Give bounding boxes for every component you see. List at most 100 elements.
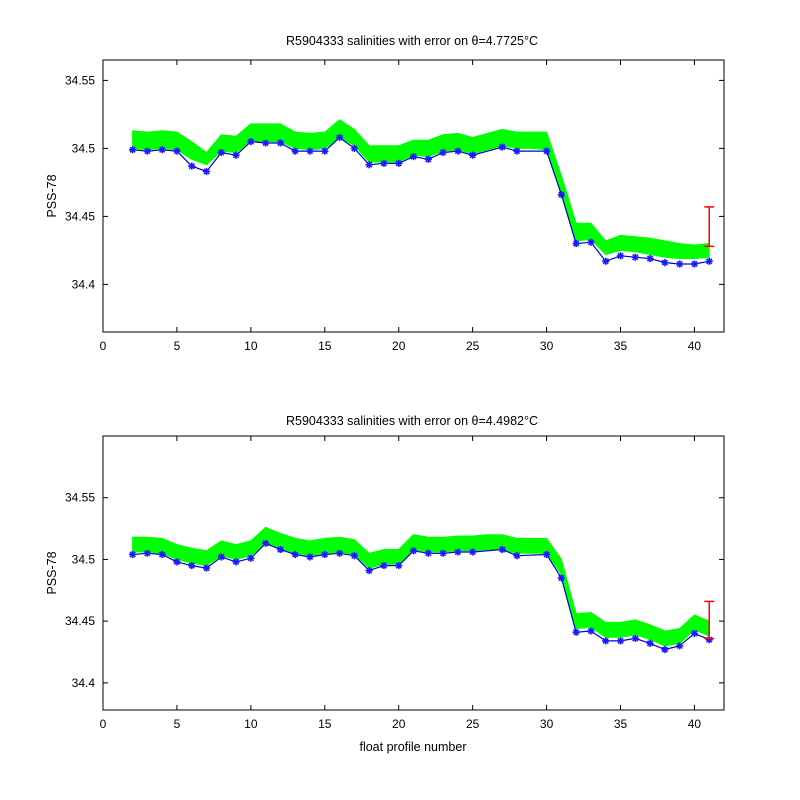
bottom-chart-salinity-point bbox=[572, 628, 580, 636]
top-chart-salinity-point bbox=[173, 147, 181, 155]
bottom-chart-x-tick-label: 5 bbox=[174, 717, 181, 731]
top-chart-salinity-point bbox=[380, 159, 388, 167]
bottom-chart-salinity-point bbox=[350, 552, 358, 560]
top-chart-salinity-point bbox=[587, 238, 595, 246]
top-chart-error-bar bbox=[704, 206, 715, 248]
bottom-chart-title: R5904333 salinities with error on θ=4.49… bbox=[286, 414, 538, 428]
top-chart-salinity-point bbox=[661, 259, 669, 267]
top-chart-salinity-point bbox=[321, 147, 329, 155]
top-chart-salinity-point bbox=[498, 143, 506, 151]
top-chart-y-tick-label: 34.45 bbox=[65, 209, 95, 223]
top-chart-salinity-point bbox=[676, 260, 684, 268]
bottom-chart-x-tick-label: 20 bbox=[392, 717, 406, 731]
top-chart-salinity-point bbox=[542, 147, 551, 155]
bottom-chart-salinity-point bbox=[335, 549, 344, 557]
bottom-chart-salinity-point bbox=[646, 639, 654, 647]
top-chart-salinity-point bbox=[335, 133, 344, 142]
bottom-chart-y-tick-label: 34.45 bbox=[65, 614, 95, 628]
bottom-chart-error-bar bbox=[704, 600, 715, 640]
bottom-chart-x-axis-label: float profile number bbox=[359, 740, 466, 754]
bottom-chart-y-tick-label: 34.55 bbox=[65, 491, 95, 505]
bottom-chart-salinity-point bbox=[128, 550, 137, 559]
bottom-chart-salinity-point bbox=[173, 558, 181, 566]
bottom-chart-salinity-point bbox=[439, 549, 447, 557]
bottom-chart-axes-box bbox=[102, 435, 725, 711]
bottom-chart-salinity-point bbox=[262, 539, 270, 547]
bottom-chart-salinity-point bbox=[424, 549, 432, 557]
top-chart-y-tick-label: 34.55 bbox=[65, 73, 95, 87]
bottom-chart-x-tick-label: 0 bbox=[100, 717, 107, 731]
bottom-chart-salinity-point bbox=[587, 627, 595, 635]
bottom-chart-salinity-point bbox=[217, 553, 225, 561]
top-chart-salinity-point bbox=[557, 191, 565, 199]
top-chart-salinity-point bbox=[424, 155, 432, 163]
top-chart-salinity-point bbox=[646, 254, 654, 263]
top-chart-salinity-point bbox=[469, 151, 477, 159]
top-chart-salinity-point bbox=[439, 148, 447, 157]
top-chart-salinity-point bbox=[188, 162, 196, 170]
bottom-chart-salinity-point bbox=[631, 634, 639, 643]
bottom-chart-salinity-point bbox=[602, 637, 610, 645]
top-chart-y-tick-label: 34.4 bbox=[72, 277, 96, 291]
top-chart-salinity-point bbox=[513, 147, 521, 155]
bottom-chart-salinity-point bbox=[202, 564, 211, 572]
bottom-chart-x-tick-label: 40 bbox=[688, 717, 702, 731]
bottom-chart-ticks: 0 5 10 15 20 25 30 35 40 34.4 34.45 34.5 34.55 bbox=[65, 436, 724, 731]
bottom-chart-y-tick-label: 34.5 bbox=[72, 552, 96, 566]
bottom-chart-salinity-point bbox=[321, 550, 329, 559]
top-chart-x-tick-label: 20 bbox=[392, 339, 406, 353]
bottom-chart-y-axis-label: PSS-78 bbox=[45, 551, 59, 594]
bottom-chart-salinity-point bbox=[247, 554, 255, 562]
top-chart-salinity-point bbox=[306, 147, 314, 155]
bottom-chart-salinity-point bbox=[469, 548, 477, 556]
top-chart-salinity-point bbox=[158, 146, 166, 154]
top-chart-salinity-point bbox=[202, 167, 211, 176]
bottom-chart-salinity-point bbox=[276, 545, 285, 554]
top-chart-salinity-point bbox=[616, 252, 625, 260]
top-chart-x-tick-label: 15 bbox=[318, 339, 332, 353]
top-chart-y-axis-label: PSS-78 bbox=[45, 174, 59, 217]
top-chart-salinity-point bbox=[409, 152, 418, 161]
bottom-chart-salinity-point bbox=[542, 550, 551, 559]
top-chart-salinity-point bbox=[631, 253, 639, 261]
bottom-chart-plot-area bbox=[128, 526, 715, 654]
bottom-chart-salinity-point bbox=[557, 574, 565, 582]
bottom-chart-salinity-point bbox=[676, 642, 684, 650]
top-chart-salinity-point bbox=[350, 144, 358, 152]
bottom-chart-salinity-point bbox=[365, 566, 373, 575]
top-chart-salinity-point bbox=[705, 257, 713, 265]
bottom-chart-x-tick-label: 15 bbox=[318, 717, 332, 731]
top-chart-x-tick-label: 35 bbox=[614, 339, 628, 353]
top-chart-axes-box bbox=[102, 59, 725, 333]
bottom-chart-salinity-point bbox=[661, 645, 669, 654]
bottom-chart-salinity-point bbox=[616, 637, 625, 645]
bottom-chart-panel: R5904333 salinities with error on θ=4.49… bbox=[45, 414, 725, 754]
bottom-chart-salinity-point bbox=[395, 561, 403, 570]
top-chart-plot-area bbox=[128, 119, 715, 268]
top-chart-salinity-point bbox=[276, 139, 285, 147]
bottom-chart-salinity-point bbox=[513, 552, 521, 560]
bottom-chart-x-tick-label: 35 bbox=[614, 717, 628, 731]
top-chart-salinity-point bbox=[232, 151, 240, 159]
bottom-chart-salinity-point bbox=[232, 558, 240, 566]
bottom-chart-salinity-point bbox=[409, 547, 418, 555]
bottom-chart-salinity-point bbox=[454, 548, 462, 556]
bottom-chart-salinity-point bbox=[380, 561, 388, 570]
top-chart-x-tick-label: 25 bbox=[466, 339, 480, 353]
bottom-chart-salinity-point bbox=[690, 629, 699, 638]
top-chart-title: R5904333 salinities with error on θ=4.77… bbox=[286, 34, 538, 48]
top-chart-salinity-point bbox=[395, 159, 403, 167]
top-chart-salinity-point bbox=[217, 148, 225, 157]
top-chart-ticks: 0 5 10 15 20 25 30 35 40 34.4 34.45 34.5 34.55 bbox=[65, 60, 724, 353]
top-chart-panel: R5904333 salinities with error on θ=4.77… bbox=[45, 34, 725, 353]
top-chart-salinity-point bbox=[572, 240, 580, 248]
top-chart-salinity-point bbox=[247, 138, 255, 146]
top-chart-y-tick-label: 34.5 bbox=[72, 141, 96, 155]
bottom-chart-salinity-point bbox=[498, 545, 506, 554]
top-chart-salinity-point bbox=[454, 147, 462, 155]
top-chart-salinity-point bbox=[128, 146, 137, 154]
bottom-chart-salinity-point bbox=[143, 549, 151, 557]
bottom-chart-salinity-point bbox=[188, 561, 196, 570]
